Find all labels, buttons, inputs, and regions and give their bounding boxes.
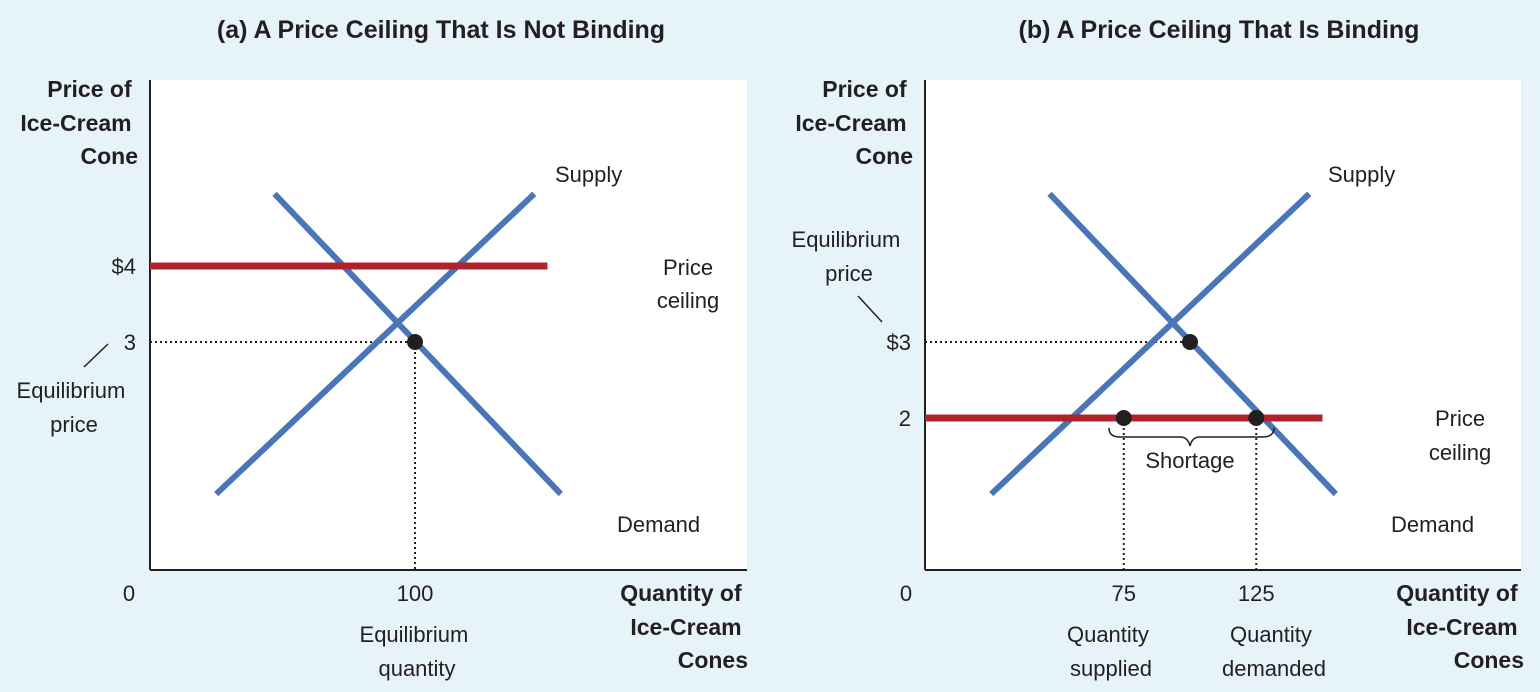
panel-a-x-tick-label-0: 100: [397, 581, 434, 606]
panel-b-shortage-label: Shortage: [1145, 448, 1234, 473]
panel-b-x-tick-label-0: 75: [1112, 581, 1136, 606]
panel-b-point-1: [1115, 410, 1132, 426]
panel-a-supply-line: [214, 191, 537, 497]
panel-b-eq-price-pointer: [857, 295, 883, 323]
panel-b-qty-demanded-label: Quantity demanded: [1222, 622, 1326, 681]
panel-b-point-0: [1182, 334, 1198, 350]
panel-a-price-label: Price: [663, 255, 713, 280]
panel-b-plot-area: [925, 80, 1521, 570]
panel-a-ceiling-label: ceiling: [657, 288, 719, 313]
panel-b-ceiling-label: ceiling: [1429, 440, 1491, 465]
panel-a-title: (a) A Price Ceiling That Is Not Binding: [217, 16, 665, 44]
panel-b-qty-supplied-label: Quantity supplied: [1067, 622, 1155, 681]
panel-b-point-2: [1248, 410, 1265, 426]
panel-a: (a) A Price Ceiling That Is Not Binding …: [17, 16, 748, 681]
panel-b-supply-line: [989, 191, 1312, 497]
panel-b-title: (b) A Price Ceiling That Is Binding: [1019, 16, 1420, 44]
panel-a-y-axis-title: Price of Ice-Cream Cone: [20, 76, 138, 169]
panel-a-supply-label: Supply: [555, 162, 622, 187]
panel-b-x-axis-title: Quantity of Ice-Cream Cones: [1396, 580, 1524, 673]
panel-a-eq-quantity-label: Equilibrium quantity: [360, 622, 475, 681]
panel-a-y-tick-label-0: $4: [112, 254, 136, 279]
panel-a-eq-price-pointer: [83, 343, 109, 368]
panel-b-demand-label: Demand: [1391, 512, 1474, 537]
panel-b-price-label: Price: [1435, 406, 1485, 431]
panel-b-origin-label: 0: [900, 581, 912, 606]
panel-b-supply-label: Supply: [1328, 162, 1395, 187]
panel-a-demand-label: Demand: [617, 512, 700, 537]
panel-a-x-axis-title: Quantity of Ice-Cream Cones: [620, 580, 748, 673]
panel-a-origin-label: 0: [123, 581, 135, 606]
panel-b-x-tick-label-1: 125: [1238, 581, 1275, 606]
panel-a-point-0: [407, 334, 423, 350]
panel-a-y-tick-label-1: 3: [124, 330, 136, 355]
panel-a-eq-price-label: Equilibrium price: [17, 378, 132, 437]
panel-b-y-tick-label-1: 2: [899, 406, 911, 431]
panel-a-plot-area: [150, 80, 747, 570]
panel-b-y-tick-label-0: $3: [887, 330, 911, 355]
panel-b-shortage-brace: [1108, 427, 1275, 447]
panel-b-eq-price-label: Equilibrium price: [792, 227, 907, 286]
panel-b: (b) A Price Ceiling That Is Binding Pric…: [792, 16, 1524, 681]
panel-b-y-axis-title: Price of Ice-Cream Cone: [795, 76, 913, 169]
